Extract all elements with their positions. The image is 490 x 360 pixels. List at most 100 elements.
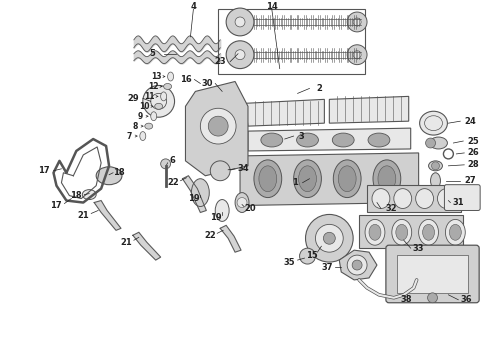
Ellipse shape (392, 219, 412, 245)
FancyBboxPatch shape (386, 245, 479, 303)
Ellipse shape (215, 199, 229, 221)
Polygon shape (186, 81, 248, 176)
Ellipse shape (419, 111, 447, 135)
Text: 28: 28 (467, 160, 479, 169)
Circle shape (316, 224, 343, 252)
Text: 35: 35 (284, 257, 295, 266)
FancyBboxPatch shape (444, 185, 480, 211)
Text: 33: 33 (413, 244, 424, 253)
Ellipse shape (429, 161, 442, 171)
Text: 19: 19 (188, 194, 199, 203)
Ellipse shape (294, 160, 321, 198)
Circle shape (299, 248, 316, 264)
Text: 3: 3 (299, 131, 304, 140)
Circle shape (237, 198, 247, 207)
Text: 30: 30 (201, 79, 213, 88)
Ellipse shape (296, 133, 318, 147)
Ellipse shape (168, 72, 173, 81)
Ellipse shape (96, 167, 122, 185)
Text: 38: 38 (401, 295, 413, 304)
Text: 13: 13 (151, 72, 162, 81)
Text: 17: 17 (49, 201, 61, 210)
Ellipse shape (372, 189, 390, 208)
Text: 7: 7 (126, 131, 132, 140)
Circle shape (353, 51, 361, 59)
Bar (218, 9, 365, 73)
Text: 16: 16 (180, 75, 191, 84)
Circle shape (347, 255, 367, 275)
Text: 12: 12 (148, 82, 159, 91)
Ellipse shape (298, 166, 317, 192)
Circle shape (353, 18, 361, 26)
Polygon shape (133, 232, 161, 260)
Circle shape (200, 108, 236, 144)
Polygon shape (182, 176, 206, 212)
Polygon shape (240, 153, 418, 206)
Polygon shape (245, 99, 324, 126)
Text: 36: 36 (461, 295, 472, 304)
Text: 31: 31 (452, 198, 464, 207)
Text: 18: 18 (71, 191, 82, 200)
Circle shape (347, 45, 367, 65)
Text: 4: 4 (191, 1, 196, 10)
Text: 20: 20 (244, 204, 256, 213)
Text: 24: 24 (465, 117, 476, 126)
Bar (367, 185, 461, 212)
Ellipse shape (164, 84, 171, 89)
Bar (397, 255, 468, 293)
Circle shape (347, 12, 367, 32)
Circle shape (306, 215, 353, 262)
Ellipse shape (140, 132, 146, 140)
Circle shape (226, 41, 254, 69)
Ellipse shape (145, 123, 153, 129)
Circle shape (143, 85, 174, 117)
Text: 21: 21 (77, 211, 89, 220)
Ellipse shape (438, 189, 455, 208)
Ellipse shape (333, 160, 361, 198)
Circle shape (226, 8, 254, 36)
Circle shape (210, 161, 230, 181)
Circle shape (428, 293, 438, 303)
Polygon shape (339, 250, 377, 280)
Polygon shape (248, 128, 411, 151)
Text: 10: 10 (140, 102, 150, 111)
Text: 1: 1 (292, 178, 297, 187)
Circle shape (426, 138, 436, 148)
Polygon shape (94, 201, 121, 230)
Text: 37: 37 (321, 262, 333, 271)
Text: 14: 14 (266, 1, 278, 10)
Ellipse shape (396, 224, 408, 240)
Text: 11: 11 (145, 92, 155, 101)
Polygon shape (329, 96, 409, 123)
Text: 5: 5 (150, 49, 156, 58)
Ellipse shape (332, 133, 354, 147)
Ellipse shape (82, 190, 96, 199)
Text: 15: 15 (306, 251, 318, 260)
Ellipse shape (155, 103, 163, 109)
Ellipse shape (192, 179, 209, 207)
Text: 27: 27 (465, 176, 476, 185)
Ellipse shape (261, 133, 283, 147)
Circle shape (432, 162, 440, 170)
Text: 2: 2 (317, 84, 322, 93)
Text: 19: 19 (210, 213, 222, 222)
Ellipse shape (373, 160, 401, 198)
Circle shape (208, 116, 228, 136)
Text: 17: 17 (38, 166, 49, 175)
Text: 18: 18 (113, 168, 125, 177)
Ellipse shape (161, 92, 167, 101)
Text: 6: 6 (170, 156, 175, 165)
Ellipse shape (368, 133, 390, 147)
Ellipse shape (422, 224, 435, 240)
Ellipse shape (151, 112, 157, 121)
Circle shape (161, 159, 171, 169)
Text: 22: 22 (204, 231, 216, 240)
Text: 23: 23 (215, 57, 226, 66)
Ellipse shape (338, 166, 356, 192)
Ellipse shape (394, 189, 412, 208)
Ellipse shape (416, 189, 434, 208)
Ellipse shape (369, 224, 381, 240)
Ellipse shape (445, 219, 466, 245)
Text: 21: 21 (120, 238, 132, 247)
Text: 22: 22 (168, 178, 179, 187)
